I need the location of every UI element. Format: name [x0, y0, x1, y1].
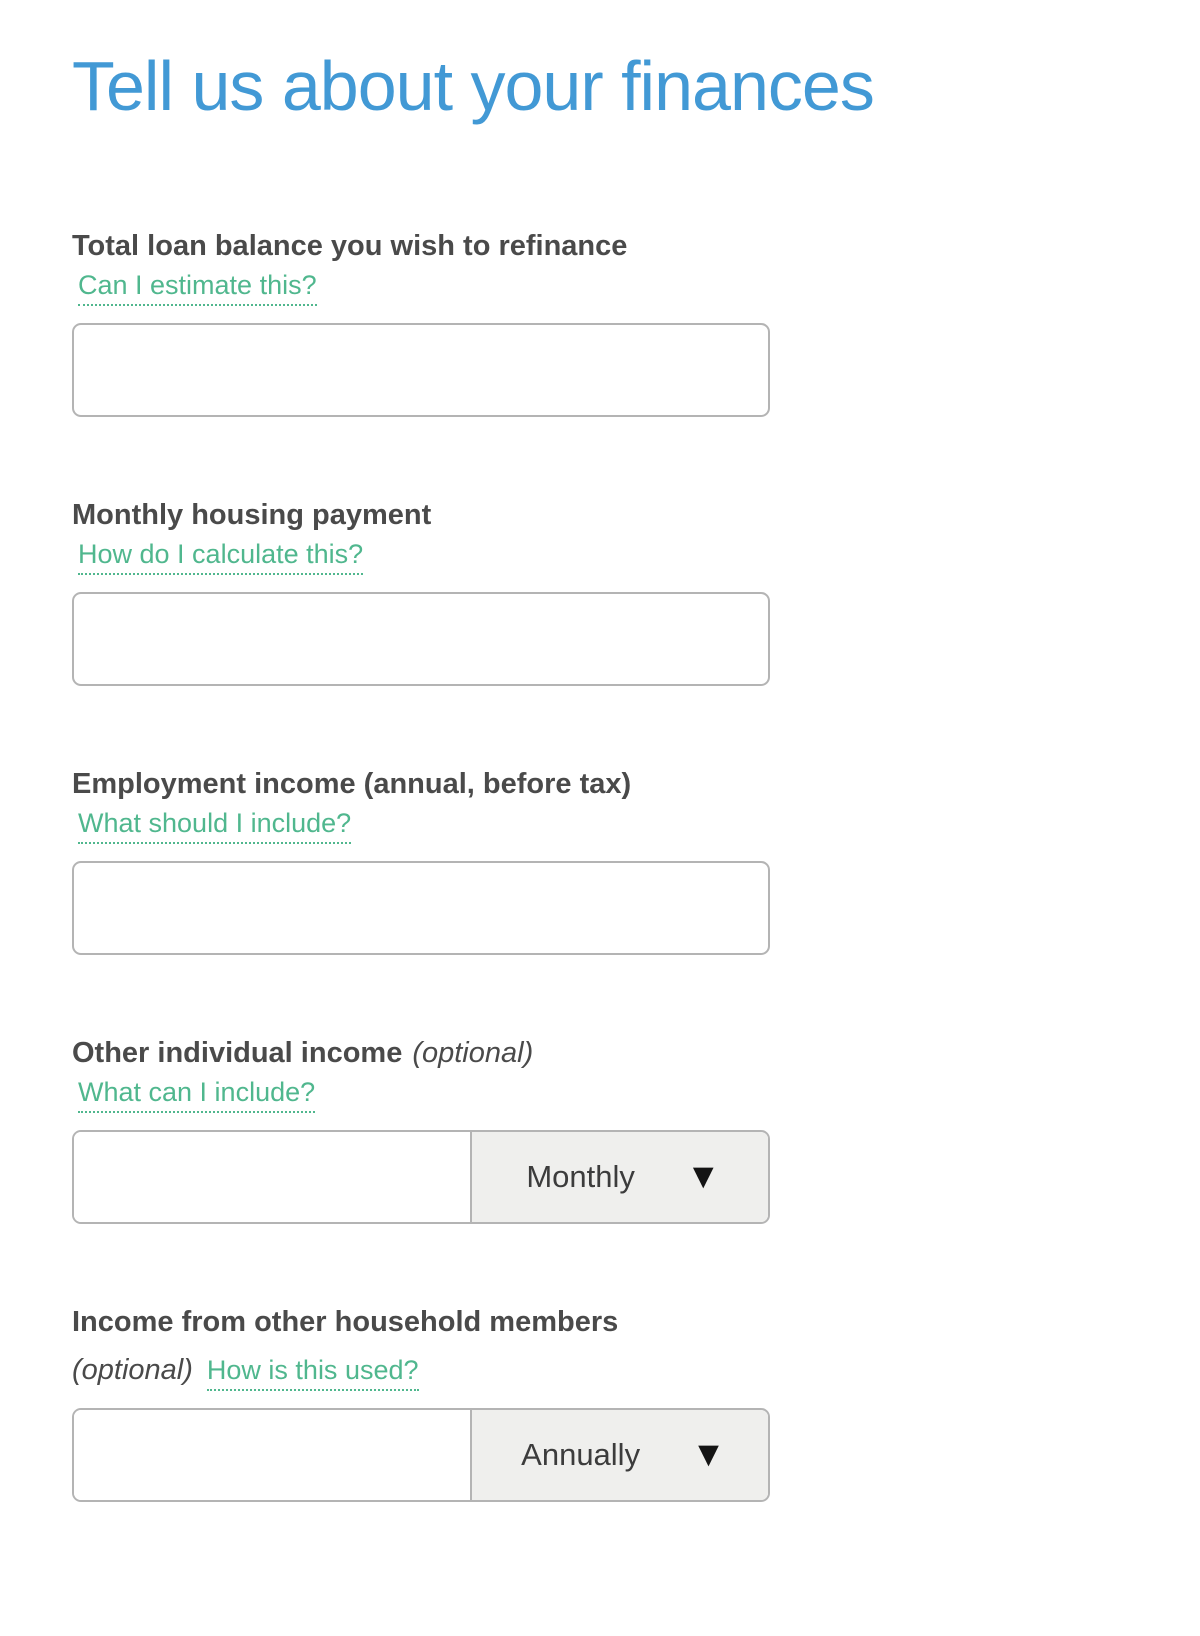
other-income-label-text: Other individual income	[72, 1036, 403, 1069]
include-help-link[interactable]: What should I include?	[78, 808, 352, 844]
other-income-field-section: Other individual income (optional) What c…	[72, 1029, 1130, 1224]
housing-payment-field-section: Monthly housing payment How do I calcula…	[72, 491, 1130, 686]
frequency-value: Monthly	[526, 1158, 635, 1194]
caret-down-icon: ▼	[692, 1161, 714, 1193]
other-income-optional-note: (optional)	[412, 1036, 534, 1069]
household-income-label-text: Income from other household members	[72, 1305, 619, 1338]
household-income-label: Income from other household members (opt…	[72, 1298, 1130, 1394]
other-income-combo-row: Monthly ▼	[72, 1129, 770, 1224]
housing-payment-input[interactable]	[72, 591, 770, 686]
other-income-input[interactable]	[74, 1131, 472, 1222]
housing-payment-label: Monthly housing payment	[72, 498, 432, 531]
household-income-input[interactable]	[74, 1409, 472, 1500]
other-include-help-link[interactable]: What can I include?	[78, 1077, 316, 1113]
employment-income-field-section: Employment income (annual, before tax) W…	[72, 760, 1130, 955]
estimate-help-link[interactable]: Can I estimate this?	[78, 270, 317, 306]
household-income-combo-row: Annually ▼	[72, 1407, 770, 1502]
loan-balance-help-row: Can I estimate this?	[78, 270, 1130, 306]
loan-balance-input[interactable]	[72, 322, 770, 417]
household-income-frequency-select[interactable]: Annually ▼	[472, 1409, 768, 1500]
employment-income-input[interactable]	[72, 860, 770, 955]
calculate-help-link[interactable]: How do I calculate this?	[78, 539, 364, 575]
page-title: Tell us about your finances	[72, 47, 875, 125]
household-income-field-section: Income from other household members (opt…	[72, 1298, 1130, 1502]
other-income-help-row: What can I include?	[78, 1077, 1130, 1113]
frequency-value: Annually	[521, 1436, 641, 1472]
other-income-label: Other individual income (optional)	[72, 1029, 1130, 1077]
loan-balance-label: Total loan balance you wish to refinance	[72, 229, 628, 262]
loan-balance-field-section: Total loan balance you wish to refinance…	[72, 222, 1130, 417]
household-income-optional-note: (optional)	[72, 1353, 193, 1386]
employment-income-label: Employment income (annual, before tax)	[72, 767, 632, 800]
housing-payment-help-row: How do I calculate this?	[78, 539, 1130, 575]
usage-help-link[interactable]: How is this used?	[206, 1355, 419, 1391]
caret-down-icon: ▼	[698, 1439, 719, 1471]
employment-income-help-row: What should I include?	[78, 808, 1130, 844]
other-income-frequency-select[interactable]: Monthly ▼	[472, 1131, 768, 1222]
